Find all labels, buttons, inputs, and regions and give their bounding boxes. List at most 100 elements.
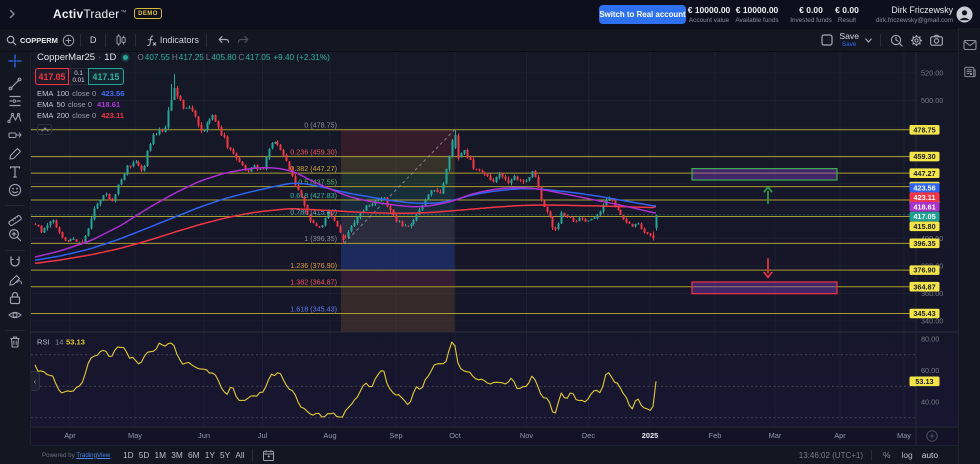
svg-text:14: 14 — [55, 338, 63, 347]
ema-200-row[interactable]: EMA 200 close 0 423.11 — [37, 111, 125, 120]
drawing-mode-tool[interactable] — [7, 272, 23, 288]
avatar-icon[interactable] — [956, 6, 973, 28]
sell-button[interactable]: 417.05 — [35, 68, 69, 85]
hide-drawings-tool[interactable] — [7, 307, 23, 323]
header-right: Switch to Real account € 10000.00 Accoun… — [0, 0, 980, 28]
spread-box: 0.1 0.01 — [69, 68, 88, 85]
rsi-legend[interactable]: RSI 14 53.13 — [37, 338, 85, 347]
price-axis[interactable]: 520.00500.00400.00380.00360.00340.0080.0… — [909, 69, 944, 407]
pattern-tool[interactable] — [7, 110, 23, 126]
ema-line-ema-100[interactable] — [34, 182, 657, 262]
powered-by: Powered by TradingView — [42, 451, 111, 459]
price-tag-376.90: 376.90 — [909, 265, 940, 275]
range-1m[interactable]: 1M — [154, 450, 167, 460]
function-icon — [147, 35, 157, 46]
price-tag-417.05: 417.05 — [909, 211, 940, 222]
toolbar-divider — [206, 33, 208, 47]
indicators-button[interactable]: Indicators — [141, 32, 201, 49]
compare-add-symbol-button[interactable] — [62, 34, 75, 47]
buy-sell-widget: 417.05 0.1 0.01 417.15 — [35, 68, 124, 85]
price-tag-345.43: 345.43 — [909, 308, 940, 319]
fib-trend-line[interactable] — [343, 129, 455, 244]
legend-collapse-button[interactable] — [37, 124, 52, 135]
toolbar-divider — [135, 33, 137, 47]
rsi-line[interactable] — [34, 341, 657, 418]
emoji-tool-icon — [8, 183, 22, 197]
log-scale-button[interactable]: log — [901, 450, 913, 460]
redo-button[interactable] — [233, 32, 252, 48]
measure-tool[interactable] — [7, 210, 23, 226]
toolbar-divider — [871, 450, 873, 460]
svg-text:447.27: 447.27 — [913, 169, 935, 178]
svg-text:418.61: 418.61 — [913, 202, 935, 211]
hide-drawings-tool-icon — [8, 311, 22, 319]
sidebar-expand-icon[interactable] — [7, 9, 17, 19]
buy-button[interactable]: 417.15 — [88, 68, 124, 85]
price-tag-423.56: 423.56 — [909, 183, 940, 193]
save-button[interactable]: Save Save — [839, 31, 859, 48]
tradingview-link[interactable]: TradingView — [76, 451, 111, 459]
time-axis-strip[interactable] — [31, 427, 958, 446]
range-3m[interactable]: 3M — [171, 450, 183, 460]
scroll-to-realtime-button[interactable] — [926, 430, 938, 442]
up-arrow[interactable] — [763, 185, 773, 204]
undo-button[interactable] — [214, 32, 233, 48]
zoom-tool[interactable] — [7, 227, 23, 243]
ema-100-row[interactable]: EMA 100 close 0 423.56 — [37, 89, 125, 98]
rsi-pane-collapse-handle[interactable]: ‹ — [31, 371, 40, 391]
time-tick-Apr: Apr — [834, 431, 846, 440]
zoom-tool-icon — [8, 228, 22, 242]
drawn-rectangle-2[interactable] — [691, 281, 838, 295]
user-info[interactable]: Dirk Friczewsky dirk.friczewsky@gmail.co… — [875, 5, 953, 24]
text-tool[interactable] — [7, 164, 23, 180]
candles — [34, 73, 658, 244]
settings-button[interactable] — [906, 31, 926, 50]
save-menu-button[interactable] — [861, 34, 875, 47]
ema-line-ema-50[interactable] — [34, 166, 656, 258]
market-hours-button[interactable] — [886, 31, 906, 50]
crosshair-tool[interactable] — [7, 53, 23, 69]
time-axis[interactable]: Apr May Jun Jul Aug Sep Oct Nov Dec 2025 Feb Mar Apr… — [64, 430, 938, 442]
trend-line-tool[interactable] — [7, 76, 23, 92]
auto-scale-button[interactable]: auto — [921, 450, 938, 460]
chart-toolbar: COPPERM D Indicators — [0, 28, 980, 52]
go-to-date-button[interactable] — [262, 449, 275, 462]
svg-text:415.80: 415.80 — [913, 222, 935, 231]
range-1y[interactable]: 1Y — [204, 450, 215, 460]
screenshot-button[interactable] — [926, 31, 946, 50]
newspaper-icon — [963, 66, 976, 78]
layout-button[interactable] — [817, 31, 836, 49]
svg-text:53.13: 53.13 — [915, 377, 933, 386]
range-all[interactable]: All — [235, 450, 245, 460]
forecast-tool[interactable] — [7, 127, 23, 143]
range-5y[interactable]: 5Y — [220, 450, 231, 460]
lock-tool[interactable] — [7, 290, 23, 306]
drawing-toolbar — [0, 52, 31, 464]
range-1d[interactable]: 1D — [122, 450, 134, 460]
down-arrow[interactable] — [763, 258, 773, 279]
time-tick-2025: 2025 — [642, 431, 658, 440]
ema-line-ema-200[interactable] — [34, 204, 657, 265]
brush-tool[interactable] — [7, 146, 23, 162]
messages-button[interactable] — [962, 39, 977, 51]
symbol-search[interactable]: COPPERM — [6, 35, 58, 46]
legend-title-row[interactable]: CopperMar25 · 1D O407.55 H417.25 L405.80 C… — [37, 51, 330, 63]
drawn-rectangle-1[interactable] — [691, 167, 838, 181]
clock[interactable]: 13:46:02 (UTC+1) — [798, 450, 864, 460]
switch-to-real-button[interactable]: Switch to Real account — [599, 5, 686, 24]
range-5d[interactable]: 5D — [138, 450, 150, 460]
remove-objects-tool[interactable] — [7, 334, 23, 350]
brush-tool-icon — [9, 147, 22, 160]
chart-style-button[interactable] — [111, 31, 130, 49]
ema-50-row[interactable]: EMA 50 close 0 418.61 — [37, 100, 121, 109]
interval-button[interactable]: D — [89, 35, 97, 45]
price-tick: 340.00 — [921, 317, 943, 326]
fib-retracement-tool[interactable] — [7, 93, 23, 109]
percent-scale-button[interactable]: % — [883, 450, 891, 460]
news-button[interactable] — [963, 66, 976, 79]
emoji-tool[interactable] — [7, 182, 23, 198]
toolbar-separator — [5, 205, 25, 206]
range-6m[interactable]: 6M — [187, 450, 200, 460]
magnet-tool[interactable] — [7, 254, 23, 270]
